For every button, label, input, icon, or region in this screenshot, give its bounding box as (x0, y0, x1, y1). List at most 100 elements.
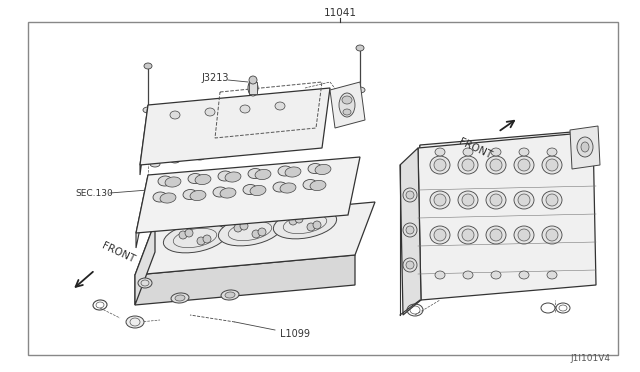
Polygon shape (418, 132, 596, 300)
Ellipse shape (462, 159, 474, 171)
Ellipse shape (355, 87, 365, 93)
Ellipse shape (150, 161, 160, 167)
Polygon shape (415, 145, 420, 300)
Ellipse shape (458, 156, 478, 174)
Polygon shape (135, 255, 355, 305)
Ellipse shape (542, 191, 562, 209)
Polygon shape (415, 130, 595, 190)
Ellipse shape (462, 194, 474, 206)
Ellipse shape (518, 159, 530, 171)
Ellipse shape (252, 230, 260, 238)
Ellipse shape (260, 146, 270, 152)
Ellipse shape (143, 107, 153, 113)
Ellipse shape (430, 226, 450, 244)
Text: L1099: L1099 (280, 329, 310, 339)
Ellipse shape (149, 112, 157, 118)
Ellipse shape (310, 141, 320, 147)
Polygon shape (140, 105, 148, 175)
Ellipse shape (289, 217, 297, 225)
Polygon shape (136, 175, 148, 248)
Ellipse shape (295, 215, 303, 223)
Ellipse shape (435, 148, 445, 156)
Ellipse shape (403, 188, 417, 202)
Ellipse shape (542, 226, 562, 244)
Text: FRONT: FRONT (100, 241, 136, 265)
Ellipse shape (463, 148, 473, 156)
Ellipse shape (220, 151, 230, 157)
Ellipse shape (434, 159, 446, 171)
Ellipse shape (240, 105, 250, 113)
Ellipse shape (163, 223, 227, 253)
Ellipse shape (225, 292, 235, 298)
Ellipse shape (462, 229, 474, 241)
Ellipse shape (160, 193, 176, 203)
Polygon shape (136, 157, 360, 233)
Ellipse shape (170, 157, 180, 163)
Ellipse shape (205, 108, 215, 116)
Ellipse shape (216, 215, 224, 223)
Ellipse shape (458, 191, 478, 209)
Ellipse shape (249, 76, 257, 84)
Bar (28, 22, 618, 355)
Text: J1I101V4: J1I101V4 (570, 354, 610, 363)
Ellipse shape (546, 229, 558, 241)
Ellipse shape (434, 229, 446, 241)
Ellipse shape (273, 182, 287, 192)
Ellipse shape (435, 271, 445, 279)
Ellipse shape (486, 226, 506, 244)
Ellipse shape (434, 194, 446, 206)
Ellipse shape (248, 169, 262, 179)
Ellipse shape (185, 229, 193, 237)
Polygon shape (140, 88, 330, 165)
Ellipse shape (356, 45, 364, 51)
Ellipse shape (225, 172, 241, 182)
Ellipse shape (153, 192, 167, 202)
Ellipse shape (213, 187, 227, 197)
Ellipse shape (519, 148, 529, 156)
Ellipse shape (430, 156, 450, 174)
Ellipse shape (486, 191, 506, 209)
Ellipse shape (430, 191, 450, 209)
Ellipse shape (183, 189, 197, 199)
Ellipse shape (250, 185, 266, 196)
Ellipse shape (458, 226, 478, 244)
Ellipse shape (343, 109, 351, 115)
Ellipse shape (188, 173, 202, 183)
Ellipse shape (491, 148, 501, 156)
Ellipse shape (218, 216, 282, 246)
Ellipse shape (406, 261, 414, 269)
Ellipse shape (169, 108, 177, 114)
Ellipse shape (312, 203, 320, 211)
Ellipse shape (490, 159, 502, 171)
Ellipse shape (491, 271, 501, 279)
Ellipse shape (138, 278, 152, 288)
Polygon shape (570, 126, 600, 169)
Ellipse shape (234, 224, 242, 232)
Ellipse shape (194, 105, 202, 111)
Ellipse shape (255, 169, 271, 180)
Ellipse shape (342, 96, 352, 104)
Ellipse shape (195, 154, 205, 160)
Ellipse shape (313, 221, 321, 229)
Ellipse shape (310, 180, 326, 190)
Ellipse shape (546, 159, 558, 171)
Ellipse shape (220, 188, 236, 198)
Ellipse shape (514, 226, 534, 244)
Ellipse shape (264, 209, 272, 217)
Ellipse shape (165, 177, 181, 187)
Ellipse shape (144, 63, 152, 69)
Ellipse shape (546, 194, 558, 206)
Ellipse shape (203, 235, 211, 243)
Ellipse shape (490, 194, 502, 206)
Ellipse shape (339, 93, 355, 117)
Ellipse shape (486, 156, 506, 174)
Ellipse shape (577, 137, 593, 157)
Ellipse shape (463, 271, 473, 279)
Ellipse shape (542, 156, 562, 174)
Ellipse shape (514, 156, 534, 174)
Text: SEC.130: SEC.130 (75, 189, 113, 198)
Ellipse shape (406, 191, 414, 199)
Ellipse shape (219, 102, 227, 108)
Ellipse shape (195, 174, 211, 185)
Ellipse shape (285, 167, 301, 177)
